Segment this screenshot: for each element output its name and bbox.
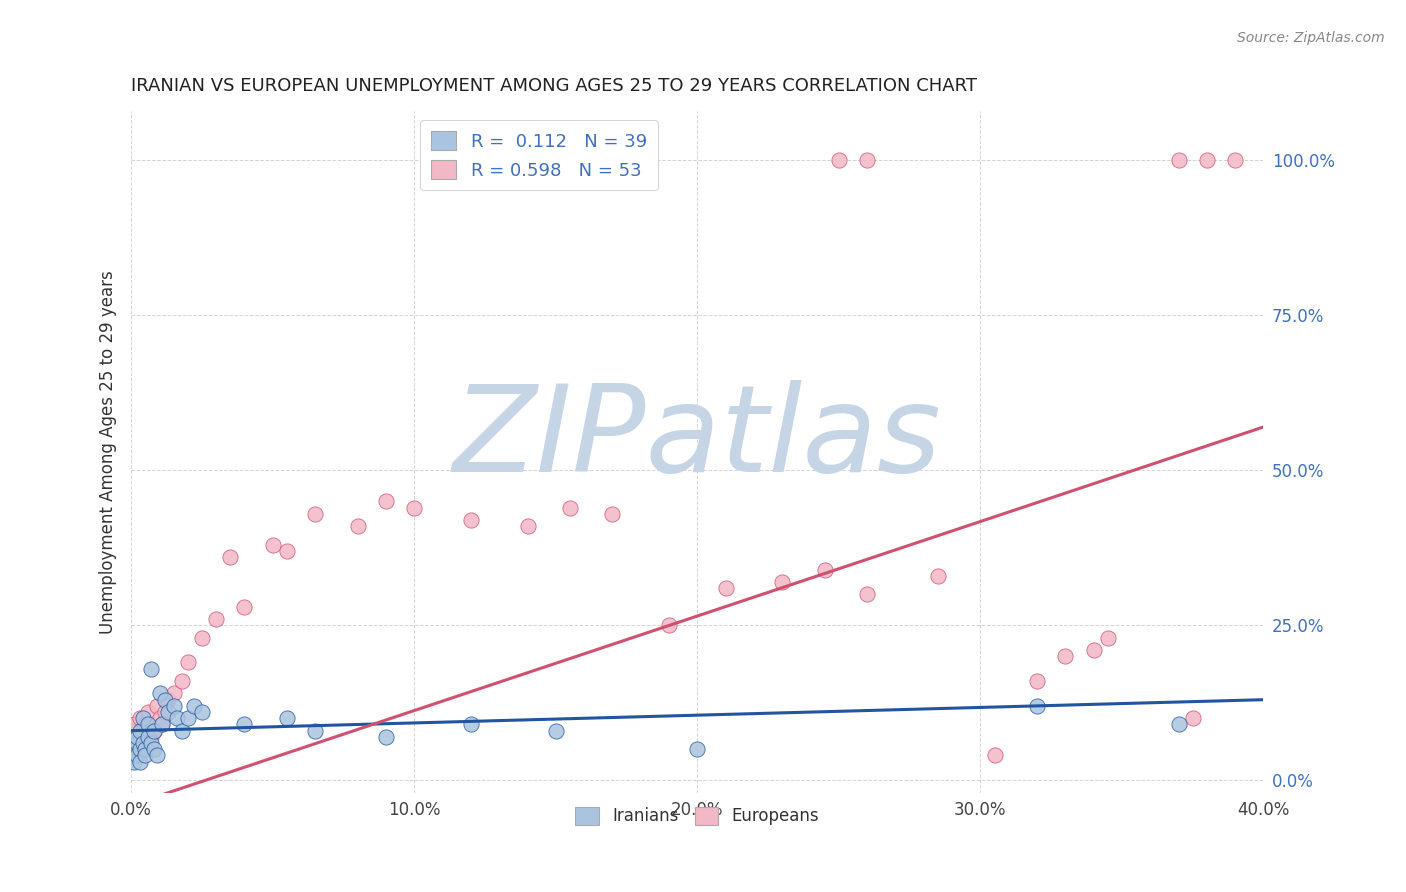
Point [155,705,177,719]
Point [856,153,879,168]
Y-axis label: Unemployment Among Ages 25 to 29 years: Unemployment Among Ages 25 to 29 years [100,270,117,633]
Point [262,538,284,552]
Point [404,500,426,515]
Point [276,711,298,725]
Point [139,736,162,750]
Point [983,748,1005,763]
Point [136,705,159,719]
Point [375,730,398,744]
Point [544,723,567,738]
Point [1223,153,1246,168]
Point [714,581,737,595]
Point [136,717,159,731]
Text: IRANIAN VS EUROPEAN UNEMPLOYMENT AMONG AGES 25 TO 29 YEARS CORRELATION CHART: IRANIAN VS EUROPEAN UNEMPLOYMENT AMONG A… [131,78,977,95]
Point [558,500,581,515]
Point [304,507,326,521]
Point [145,748,167,763]
Point [814,562,837,576]
Point [304,723,326,738]
Point [177,656,200,670]
Point [139,730,162,744]
Point [142,742,165,756]
Point [134,736,156,750]
Point [375,494,398,508]
Point [166,711,188,725]
Point [163,686,186,700]
Point [1097,631,1119,645]
Point [770,574,793,589]
Point [131,736,153,750]
Point [191,631,214,645]
Point [346,519,368,533]
Point [1083,643,1105,657]
Point [122,755,145,769]
Point [1181,711,1204,725]
Point [686,742,709,756]
Point [131,711,153,725]
Text: ZIPatlas: ZIPatlas [453,380,942,497]
Point [120,748,142,763]
Point [122,717,145,731]
Point [183,698,205,713]
Point [205,612,228,626]
Point [658,618,681,632]
Point [128,711,150,725]
Point [131,723,153,738]
Point [219,550,242,565]
Point [142,723,165,738]
Point [134,748,156,763]
Point [191,705,214,719]
Point [134,742,156,756]
Point [120,723,142,738]
Point [856,587,879,601]
Point [128,723,150,738]
Point [136,730,159,744]
Point [516,519,538,533]
Legend: Iranians, Europeans: Iranians, Europeans [568,800,825,832]
Point [150,717,173,731]
Point [172,674,194,689]
Point [134,717,156,731]
Point [1167,153,1189,168]
Point [128,730,150,744]
Point [1026,674,1049,689]
Point [148,686,170,700]
Point [125,730,148,744]
Point [1054,649,1077,664]
Point [125,736,148,750]
Point [155,692,177,706]
Point [602,507,624,521]
Point [172,723,194,738]
Point [460,513,482,527]
Point [145,698,167,713]
Point [177,711,200,725]
Point [828,153,851,168]
Point [233,599,256,614]
Point [139,662,162,676]
Point [460,717,482,731]
Point [1026,698,1049,713]
Point [128,755,150,769]
Point [131,742,153,756]
Point [927,568,949,582]
Point [276,544,298,558]
Point [1167,717,1189,731]
Point [128,742,150,756]
Point [125,736,148,750]
Point [150,717,173,731]
Point [157,705,180,719]
Point [122,742,145,756]
Point [233,717,256,731]
Point [157,692,180,706]
Point [142,723,165,738]
Point [122,742,145,756]
Point [125,748,148,763]
Point [148,711,170,725]
Point [125,748,148,763]
Text: Source: ZipAtlas.com: Source: ZipAtlas.com [1237,31,1385,45]
Point [163,698,186,713]
Point [1195,153,1218,168]
